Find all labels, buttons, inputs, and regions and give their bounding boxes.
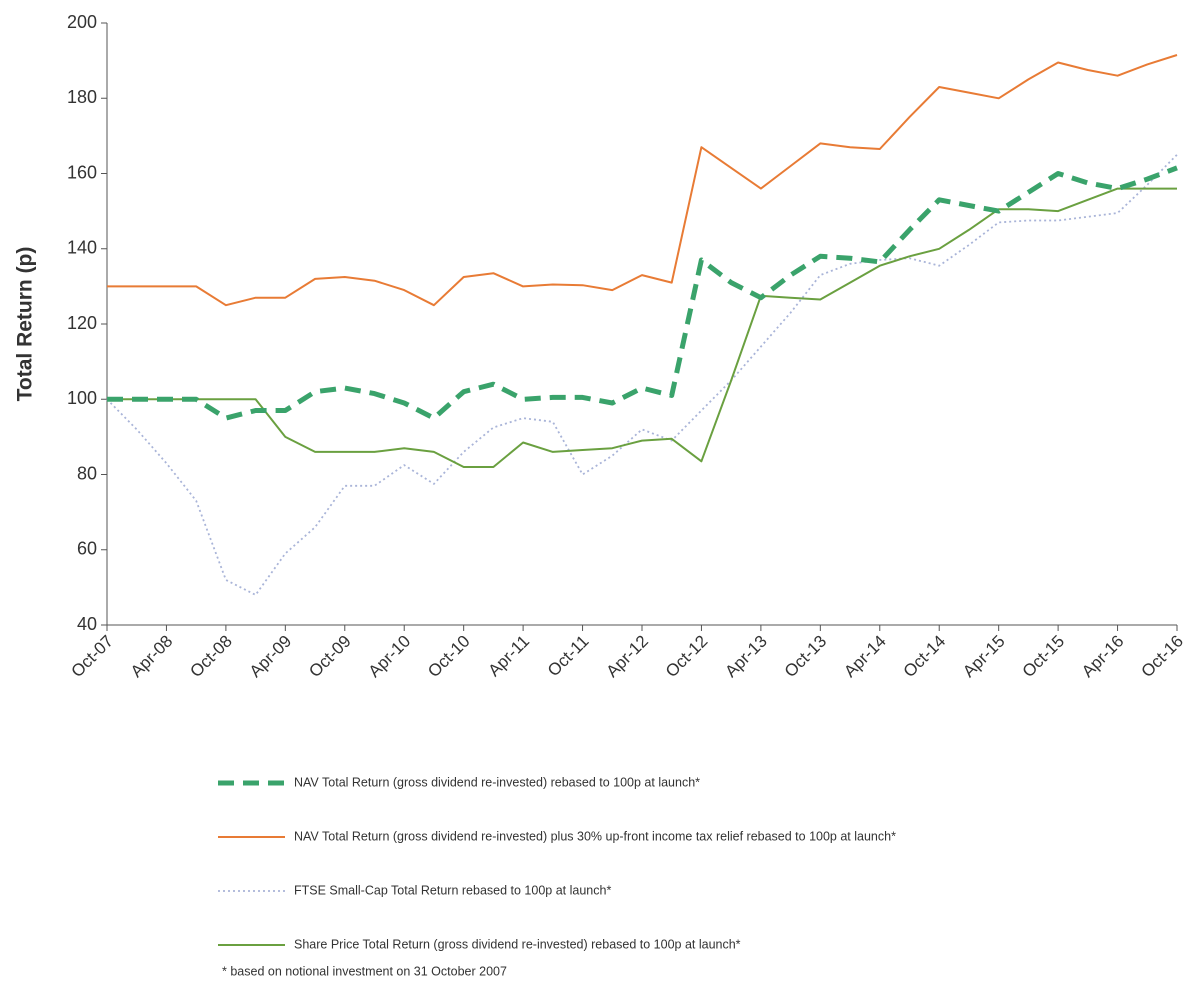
footnote: * based on notional investment on 31 Oct… (222, 964, 507, 978)
x-tick-label: Apr-13 (721, 632, 771, 682)
x-tick-label: Apr-15 (959, 632, 1009, 682)
x-tick-label: Oct-12 (662, 632, 712, 682)
x-tick-label: Oct-10 (424, 632, 474, 682)
x-tick-label: Apr-09 (246, 632, 296, 682)
x-tick-label: Oct-11 (544, 632, 593, 681)
x-tick-label: Oct-15 (1019, 632, 1069, 682)
series-line (107, 54, 1178, 307)
x-tick-label: Apr-12 (602, 632, 652, 682)
y-tick-label: 140 (67, 238, 97, 258)
x-tick-label: Oct-16 (1137, 632, 1187, 682)
x-tick-label: Oct-13 (781, 632, 831, 682)
y-tick-label: 40 (77, 614, 97, 634)
legend-label: Share Price Total Return (gross dividend… (294, 937, 741, 951)
x-tick-label: Apr-11 (484, 632, 533, 681)
series-line (107, 165, 1178, 421)
x-tick-label: Apr-10 (365, 632, 415, 682)
y-tick-label: 80 (77, 463, 97, 483)
y-tick-label: 60 (77, 539, 97, 559)
legend-label: NAV Total Return (gross dividend re-inve… (294, 829, 896, 843)
x-tick-label: Oct-14 (900, 632, 950, 682)
x-tick-label: Apr-16 (1078, 632, 1128, 682)
y-tick-label: 160 (67, 162, 97, 182)
series-line (107, 187, 1177, 468)
legend-label: FTSE Small-Cap Total Return rebased to 1… (294, 883, 611, 897)
x-tick-label: Apr-14 (840, 632, 890, 682)
legend-label: NAV Total Return (gross dividend re-inve… (294, 775, 700, 789)
series-line (106, 154, 1178, 596)
x-tick-label: Apr-08 (127, 632, 177, 682)
x-tick-label: Oct-09 (305, 632, 355, 682)
y-tick-label: 120 (67, 313, 97, 333)
y-tick-label: 180 (67, 87, 97, 107)
x-tick-label: Oct-07 (67, 632, 117, 682)
y-tick-label: 200 (67, 12, 97, 32)
y-tick-label: 100 (67, 388, 97, 408)
x-tick-label: Oct-08 (186, 632, 236, 682)
y-axis-label: Total Return (p) (14, 247, 37, 402)
